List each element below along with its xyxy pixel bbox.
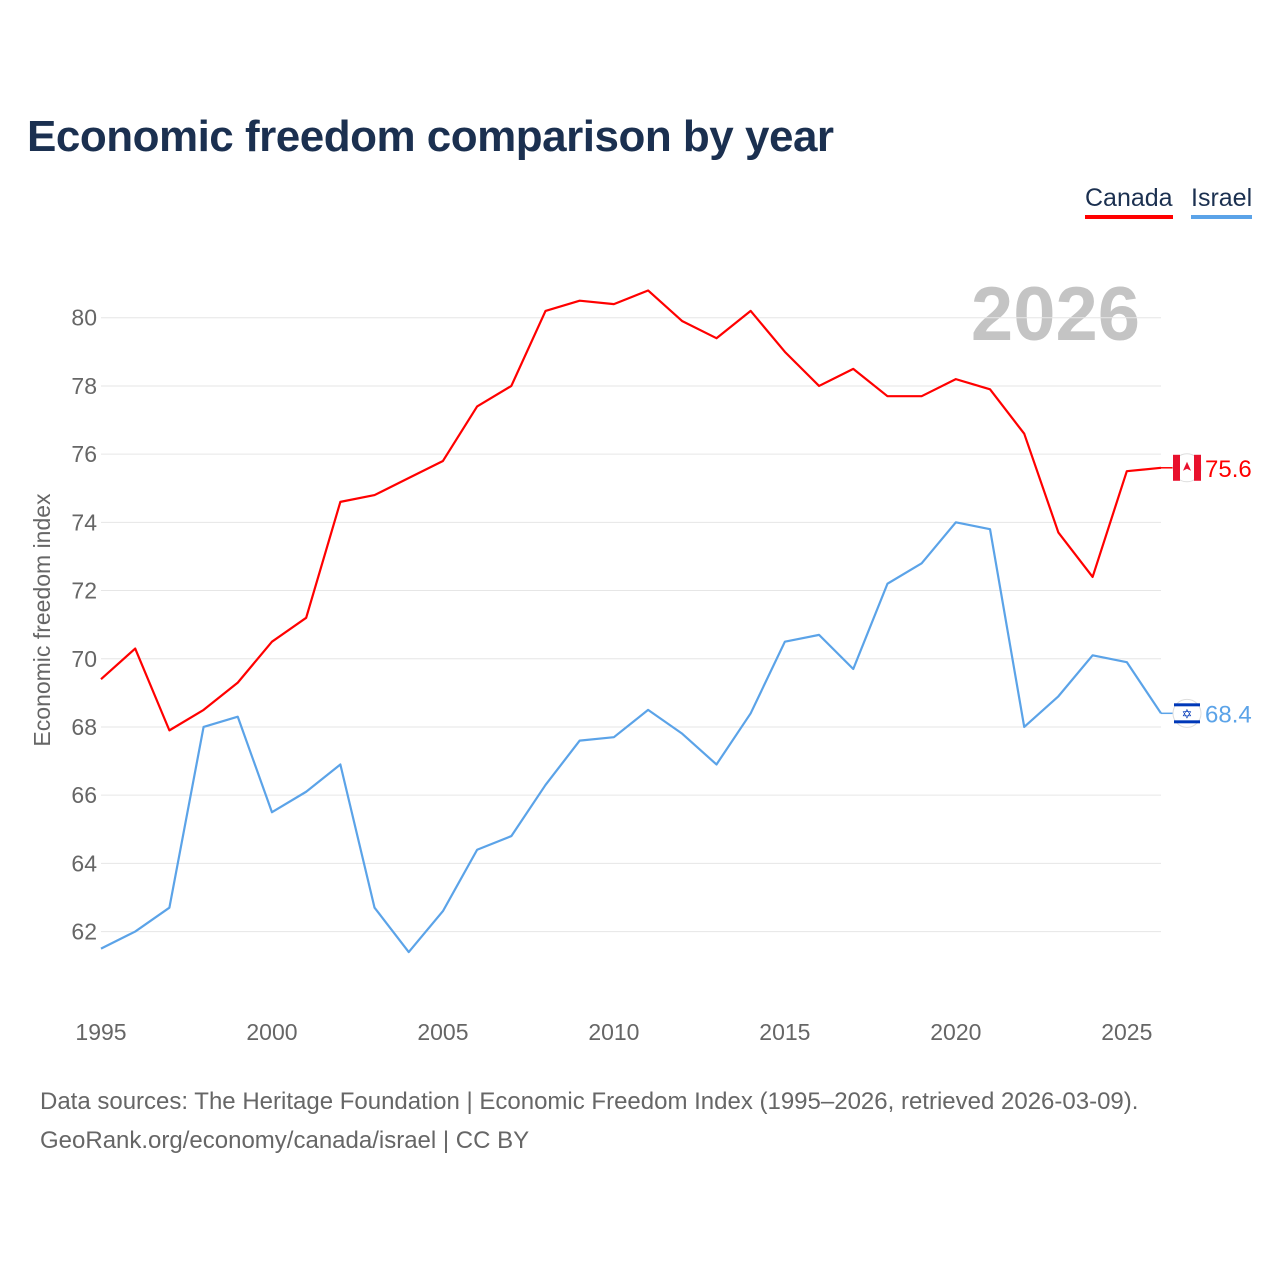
y-tick-label: 76 [71, 441, 97, 467]
y-tick-label: 66 [71, 782, 97, 808]
y-tick-label: 64 [71, 850, 97, 876]
y-axis-label: Economic freedom index [29, 493, 55, 747]
maple-leaf-icon [1183, 461, 1191, 471]
end-value-label-israel: 68.4 [1205, 701, 1252, 728]
footer-credit: GeoRank.org/economy/canada/israel | CC B… [40, 1127, 530, 1154]
x-tick-label: 2025 [1101, 1019, 1152, 1045]
y-tick-label: 78 [71, 373, 97, 399]
x-tick-label: 2020 [930, 1019, 981, 1045]
y-tick-label: 62 [71, 919, 97, 945]
x-tick-label: 2005 [417, 1019, 468, 1045]
x-tick-label: 2015 [759, 1019, 810, 1045]
star-of-david-icon: ✡ [1182, 707, 1193, 722]
y-tick-label: 74 [71, 509, 97, 535]
year-watermark: 2026 [971, 272, 1140, 357]
series-line-canada [100, 289, 1162, 732]
y-tick-label: 80 [71, 305, 97, 331]
legend-israel[interactable]: Israel [1191, 184, 1253, 219]
end-value-label-canada: 75.6 [1205, 456, 1252, 483]
canada-flag-icon [1194, 454, 1201, 481]
x-tick-label: 2000 [246, 1019, 297, 1045]
y-tick-label: 68 [71, 714, 97, 740]
y-tick-label: 72 [71, 578, 97, 604]
chart-title: Economic freedom comparison by year [27, 112, 834, 161]
footer-sources: Data sources: The Heritage Foundation | … [40, 1088, 1139, 1115]
y-tick-label: 70 [71, 646, 97, 672]
series-line-israel [100, 521, 1162, 954]
israel-flag-icon [1174, 703, 1200, 707]
legend-canada[interactable]: Canada [1085, 184, 1173, 219]
canada-flag-icon [1173, 454, 1180, 481]
x-tick-label: 1995 [75, 1019, 126, 1045]
x-tick-label: 2010 [588, 1019, 639, 1045]
israel-flag-icon [1174, 720, 1200, 724]
